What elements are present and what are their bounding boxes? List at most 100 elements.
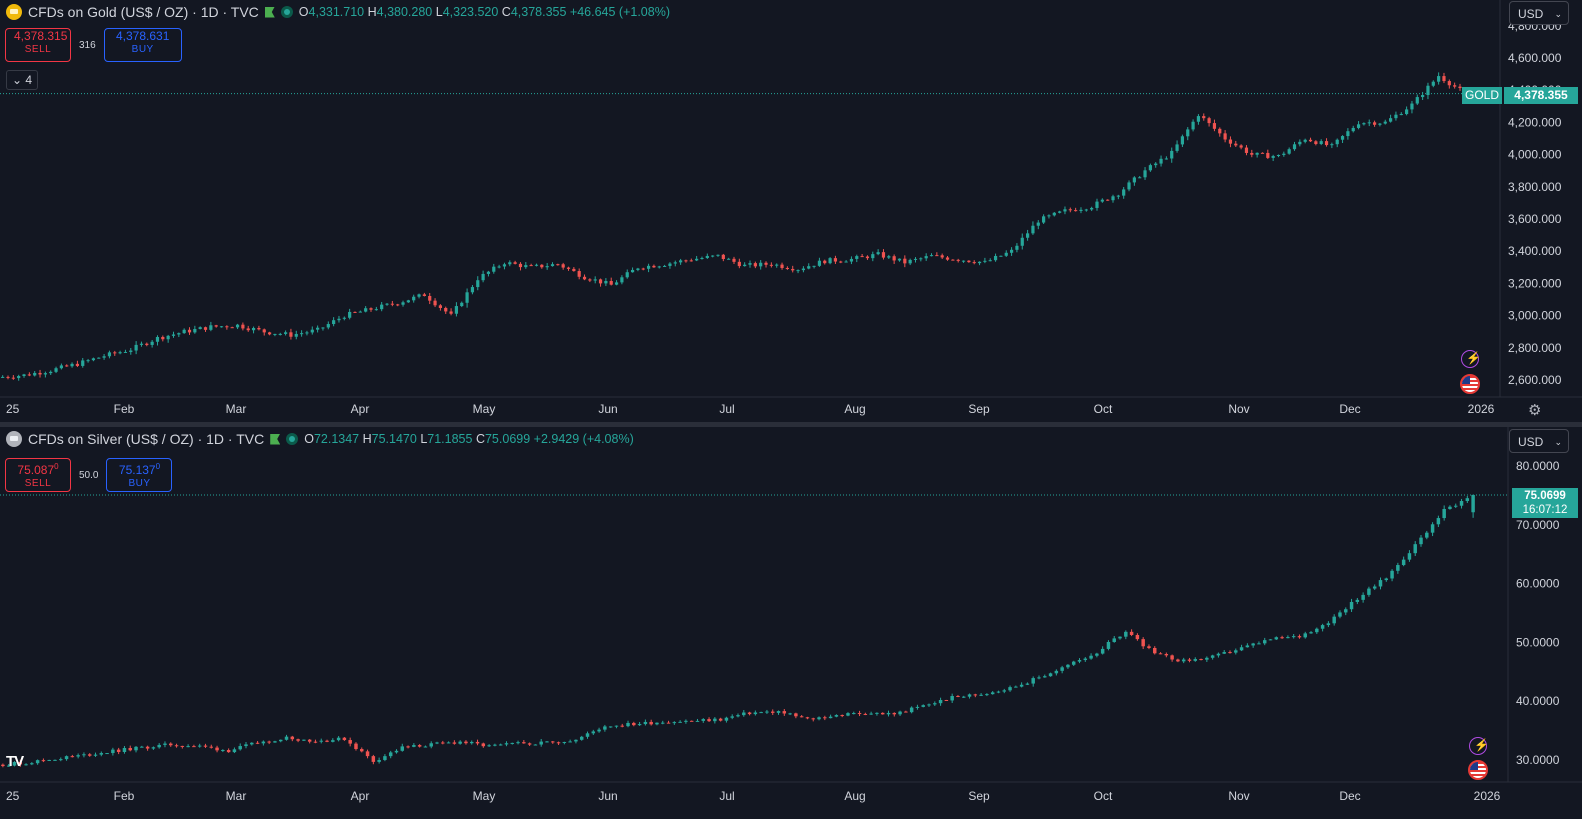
candle-body [898, 711, 902, 715]
candle-body [1111, 196, 1115, 201]
candle-body [487, 745, 491, 747]
candle-body [1442, 508, 1446, 519]
candle-body [54, 368, 58, 372]
gold-chart-canvas[interactable]: 4,800.0004,600.0004,400.0004,200.0004,00… [0, 0, 1582, 422]
candle-body [1319, 141, 1323, 145]
tradingview-logo[interactable]: TV [6, 753, 24, 770]
candle-body [1090, 207, 1094, 210]
candle-body [921, 705, 925, 707]
candle-body [1425, 532, 1429, 538]
time-tick-label: Sep [968, 789, 990, 803]
candle-body [588, 279, 592, 281]
candle-body [919, 258, 923, 260]
candle-body [721, 254, 725, 260]
candle-body [174, 745, 179, 747]
candle-body [1170, 655, 1174, 660]
candle-body [1239, 647, 1244, 651]
flag-icon[interactable] [264, 6, 275, 18]
pane-divider[interactable] [0, 422, 1582, 427]
price-tick-label: 3,400.000 [1508, 244, 1562, 258]
us-flag-event-icon[interactable] [1468, 760, 1488, 780]
market-status-icon[interactable] [280, 6, 293, 18]
buy-button[interactable]: 4,378.631 BUY [103, 28, 182, 62]
currency-select[interactable]: USD ⌄ [1509, 1, 1569, 25]
symbol-title[interactable]: CFDs on Gold (US$ / OZ) · 1D · TVC [28, 4, 259, 20]
candle-body [1071, 661, 1076, 665]
market-status-icon[interactable] [286, 433, 299, 445]
silver-chart-pane[interactable]: 80.0000 70.0000 60.0000 50.0000 40.0000 30.00… [0, 427, 1582, 819]
flag-icon[interactable] [270, 433, 281, 445]
candle-body [625, 272, 629, 278]
candle-body [348, 311, 352, 318]
sell-button[interactable]: 4,378.315 SELL [5, 28, 71, 62]
candle-body [620, 725, 624, 727]
candle-body [209, 746, 214, 748]
candle-body [1430, 524, 1435, 533]
candle-body [1009, 249, 1014, 253]
candle-body [302, 739, 306, 741]
candle-body [458, 741, 462, 744]
candle-body [118, 352, 122, 354]
candle-body [1129, 631, 1134, 635]
candle-body [221, 750, 225, 752]
candle-body [161, 336, 165, 340]
candle-body [337, 318, 341, 321]
time-tick-label: Dec [1339, 789, 1360, 803]
candle-body [892, 256, 896, 261]
silver-chart-canvas[interactable]: 80.0000 70.0000 60.0000 50.0000 40.0000 30.00… [0, 427, 1582, 819]
gold-chart-pane[interactable]: 4,800.0004,600.0004,400.0004,200.0004,00… [0, 0, 1582, 422]
candle-body [128, 748, 132, 751]
candle-body [990, 692, 995, 695]
candle-body [769, 264, 773, 266]
candle-body [1351, 127, 1355, 132]
candle-body [273, 741, 277, 743]
candle-body [967, 694, 972, 697]
currency-select[interactable]: USD ⌄ [1509, 429, 1569, 453]
candle-body [636, 268, 640, 270]
candle-body [1158, 653, 1163, 655]
candle-body [401, 302, 405, 305]
candle-body [444, 307, 448, 312]
buy-button[interactable]: 75.1370 BUY [106, 458, 173, 492]
candle-body [908, 259, 912, 264]
gear-icon[interactable]: ⚙ [1528, 402, 1542, 419]
candle-body [657, 266, 661, 268]
lightning-event-icon[interactable]: ⚡ [1461, 350, 1481, 368]
candle-body [11, 377, 15, 379]
price-tick-label: 3,800.000 [1508, 180, 1562, 194]
candle-body [321, 327, 325, 329]
candle-body [105, 753, 109, 755]
candle-body [550, 264, 555, 267]
lightning-event-icon[interactable]: ⚡ [1469, 737, 1489, 755]
candle-body [1244, 147, 1249, 153]
candle-body [863, 713, 868, 715]
candle-body [577, 271, 581, 277]
candle-body [1100, 648, 1105, 654]
candle-body [566, 267, 571, 269]
price-tick-label: 4,600.000 [1508, 51, 1562, 65]
indicators-toggle[interactable]: ⌄ 4 [6, 70, 39, 90]
candle-body [6, 376, 10, 378]
candle-body [572, 268, 576, 272]
symbol-title[interactable]: CFDs on Silver (US$ / OZ) · 1D · TVC [28, 431, 265, 447]
candle-body [1106, 199, 1110, 201]
candle-body [1106, 641, 1111, 649]
candle-body [150, 341, 154, 345]
candle-body [326, 324, 330, 328]
candle-body [598, 279, 603, 284]
ohlc-values: O72.1347 H75.1470 L71.1855 C75.0699 +2.9… [304, 432, 634, 446]
candle-body [1415, 97, 1419, 104]
candle-body [679, 260, 683, 263]
candle-body [1291, 636, 1296, 638]
candle-body [342, 737, 347, 741]
candle-body [855, 256, 859, 259]
candle-body [695, 258, 699, 261]
candle-body [597, 729, 601, 732]
candle-body [782, 711, 787, 714]
sell-button[interactable]: 75.0870 SELL [5, 458, 71, 492]
candle-body [394, 750, 399, 753]
candle-body [380, 304, 384, 310]
candle-body [748, 263, 752, 265]
candle-body [1043, 676, 1047, 678]
us-flag-event-icon[interactable] [1460, 374, 1480, 394]
